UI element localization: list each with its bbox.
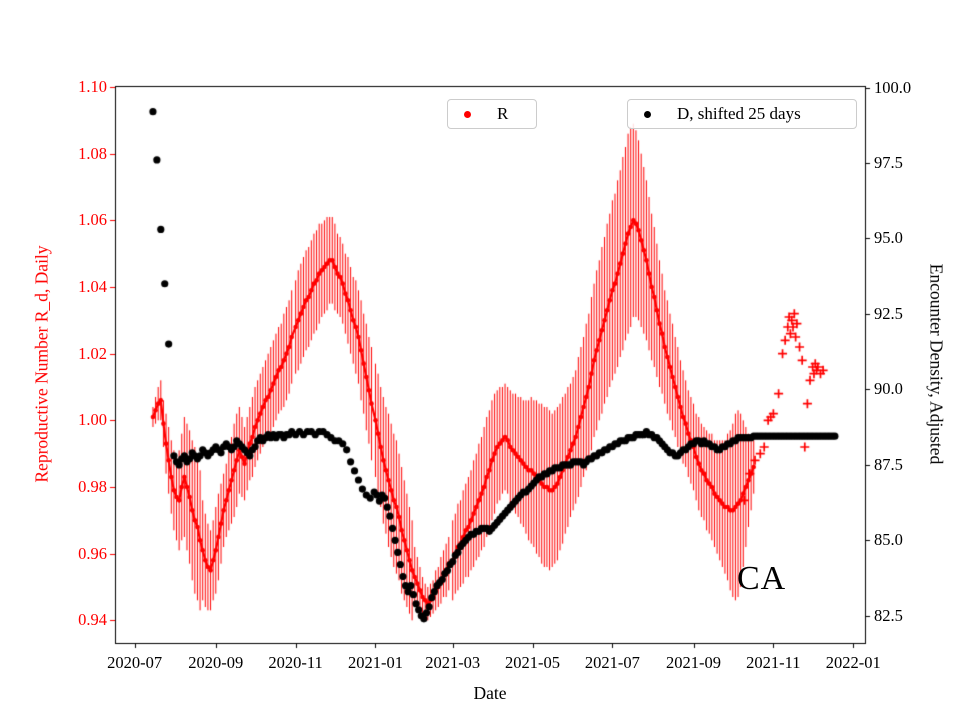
- x-tick-label: 2020-07: [107, 653, 163, 672]
- left-y-tick-label: 1.10: [78, 77, 107, 96]
- left-y-tick-label: 1.04: [78, 277, 107, 296]
- region-label: CA: [737, 560, 787, 597]
- right-y-tick-label: 97.5: [874, 152, 903, 172]
- x-tick-label: 2021-07: [584, 653, 640, 672]
- x-axis-title: Date: [473, 683, 507, 703]
- left-y-tick-label: 1.08: [78, 143, 107, 163]
- legend-r-label: R: [497, 104, 509, 123]
- x-tick-label: 2021-09: [666, 653, 722, 672]
- x-tick-label: 2021-05: [505, 653, 561, 672]
- right-y-tick-label: 95.0: [874, 228, 903, 248]
- black-dot-icon: [644, 110, 651, 118]
- left-y-tick-label: 1.00: [78, 410, 107, 430]
- left-y-tick-label: 1.06: [78, 210, 107, 230]
- left-y-tick-label: 0.96: [78, 543, 107, 563]
- x-tick-label: 2020-09: [188, 653, 244, 672]
- x-tick-label: 2020-11: [268, 653, 323, 672]
- x-tick-label: 2021-01: [347, 653, 403, 672]
- right-y-tick-label: 92.5: [874, 303, 903, 323]
- right-axis-title: Encounter Density, Adjusted: [926, 263, 947, 465]
- right-y-tick-label: 85.0: [874, 530, 903, 550]
- right-y-tick-label: 82.5: [874, 605, 903, 625]
- red-dot-icon: [464, 110, 471, 118]
- legend-d-label: D, shifted 25 days: [677, 104, 801, 123]
- right-y-tick-label: 100.0: [874, 77, 912, 97]
- left-y-tick-label: 1.02: [78, 343, 107, 363]
- legend-d-box: D, shifted 25 days: [627, 99, 857, 129]
- left-y-tick-label: 0.94: [78, 610, 107, 630]
- right-y-tick-label: 87.5: [874, 454, 903, 474]
- x-tick-label: 2021-03: [425, 653, 481, 672]
- right-y-tick-label: 90.0: [874, 379, 903, 399]
- x-tick-label: 2021-11: [746, 653, 801, 672]
- legend-r-box: R: [447, 99, 537, 129]
- left-y-tick-label: 0.98: [78, 477, 107, 496]
- x-tick-label: 2022-01: [825, 653, 881, 672]
